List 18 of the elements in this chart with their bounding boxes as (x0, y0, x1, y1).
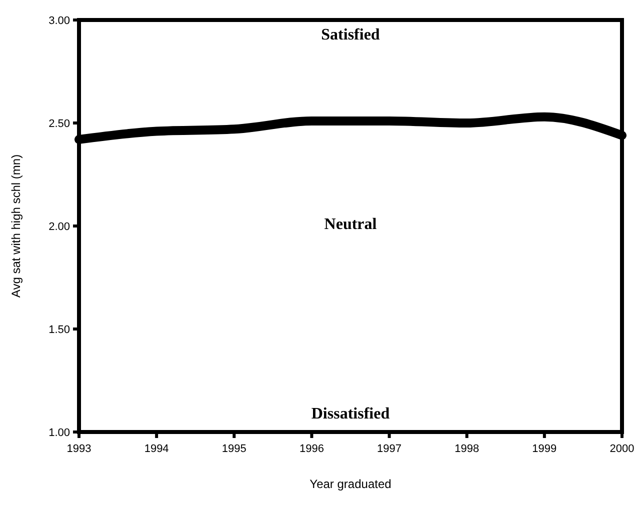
y-tick-label: 1.50 (48, 324, 70, 336)
x-tick-label: 1995 (222, 443, 246, 455)
y-tick-label: 2.00 (48, 220, 70, 233)
y-tick-label: 2.50 (48, 118, 70, 130)
y-axis-title: Avg sat with high schl (mn) (9, 154, 23, 298)
x-tick-label: 1999 (532, 443, 557, 455)
x-tick-label: 1997 (377, 443, 402, 455)
x-tick-label: 1998 (454, 443, 480, 455)
x-axis-title: Year graduated (310, 477, 392, 491)
x-tick-label: 2000 (610, 443, 634, 455)
y-tick-label: 3.00 (48, 14, 70, 27)
annotation: Satisfied (321, 26, 380, 44)
x-tick-label: 1996 (299, 443, 324, 455)
y-tick-label: 1.00 (48, 426, 70, 439)
x-tick-label: 1994 (144, 443, 169, 455)
annotation: Dissatisfied (311, 406, 390, 423)
annotation: Neutral (324, 216, 378, 234)
x-tick-label: 1993 (66, 443, 92, 455)
